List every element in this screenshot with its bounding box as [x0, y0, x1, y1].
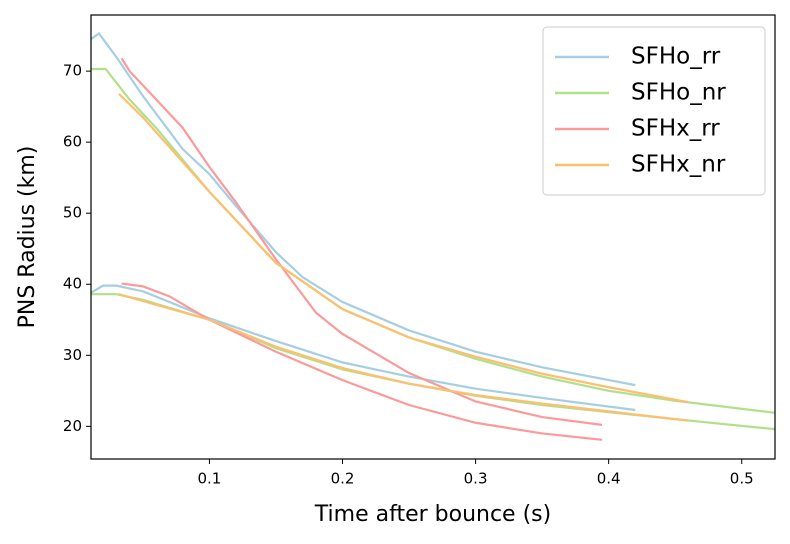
y-tick-label: 50: [63, 204, 82, 222]
series-line: [118, 93, 689, 404]
legend-label: SFHo_rr: [631, 44, 721, 70]
series-line: [91, 31, 636, 387]
y-axis-label: PNS Radius (km): [15, 146, 40, 329]
y-tick-label: 40: [63, 275, 82, 293]
legend-label: SFHo_nr: [631, 80, 726, 106]
x-tick-label: 0.4: [597, 470, 621, 488]
series-line: [91, 284, 636, 412]
series-line: [120, 57, 603, 426]
x-tick-label: 0.5: [730, 470, 754, 488]
x-tick-label: 0.1: [198, 470, 222, 488]
legend-label: SFHx_rr: [631, 116, 720, 142]
series-line: [121, 282, 603, 441]
y-tick-label: 70: [63, 62, 82, 80]
plot-frame: [90, 14, 776, 460]
x-tick-label: 0.2: [331, 470, 355, 488]
legend-box: [542, 26, 766, 196]
y-tick-label: 20: [63, 417, 82, 435]
y-tick-label: 60: [63, 133, 82, 151]
series-line: [118, 293, 689, 422]
y-tick-label: 30: [63, 346, 82, 364]
x-tick-label: 0.3: [464, 470, 488, 488]
legend-label: SFHx_nr: [631, 152, 726, 178]
x-axis-label: Time after bounce (s): [314, 502, 551, 527]
